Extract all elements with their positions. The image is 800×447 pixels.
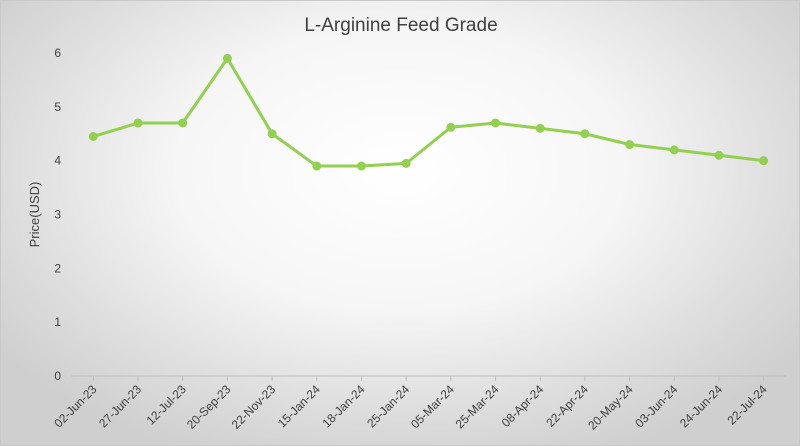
x-tick-label: 24-Jun-24 bbox=[677, 382, 725, 430]
x-tick-label: 15-Jan-24 bbox=[275, 382, 323, 430]
y-axis-title: Price(USD) bbox=[27, 182, 42, 248]
y-tick-label: 6 bbox=[54, 46, 61, 60]
x-tick-label: 20-Sep-23 bbox=[184, 382, 234, 432]
x-tick-label: 12-Jul-23 bbox=[144, 382, 190, 428]
chart-title: L-Arginine Feed Grade bbox=[304, 15, 498, 36]
data-point bbox=[133, 118, 143, 128]
data-point bbox=[446, 122, 456, 132]
y-tick-label: 5 bbox=[54, 100, 61, 114]
data-point bbox=[535, 123, 545, 133]
data-point bbox=[759, 156, 769, 166]
x-tick-label: 25-Jan-24 bbox=[364, 382, 412, 430]
x-tick-label: 25-Mar-24 bbox=[453, 382, 502, 431]
data-point bbox=[714, 150, 724, 160]
x-tick-label: 18-Jan-24 bbox=[319, 382, 367, 430]
x-tick-label: 22-Jul-24 bbox=[725, 382, 771, 428]
x-tick-label: 20-May-24 bbox=[585, 382, 636, 433]
data-point bbox=[312, 161, 322, 171]
y-tick-label: 4 bbox=[54, 154, 61, 168]
data-point bbox=[401, 158, 411, 168]
series-line bbox=[92, 56, 764, 168]
x-tick-label: 27-Jun-23 bbox=[96, 382, 144, 430]
x-tick-label: 03-Jun-24 bbox=[632, 382, 680, 430]
data-point bbox=[178, 118, 188, 128]
y-tick-label: 2 bbox=[54, 261, 61, 275]
data-point bbox=[669, 145, 679, 155]
data-point bbox=[625, 140, 635, 150]
y-tick-label: 0 bbox=[54, 369, 61, 383]
y-tick-label: 1 bbox=[54, 315, 61, 329]
x-tick-label: 02-Jun-23 bbox=[51, 382, 99, 430]
data-point bbox=[491, 118, 501, 128]
data-point bbox=[267, 129, 277, 139]
y-tick-label: 3 bbox=[54, 208, 61, 222]
x-tick-label: 05-Mar-24 bbox=[408, 382, 457, 431]
x-tick-label: 22-Nov-23 bbox=[229, 382, 279, 432]
x-tick-label: 08-Apr-24 bbox=[499, 382, 547, 430]
data-point bbox=[356, 161, 366, 171]
data-point bbox=[88, 131, 98, 141]
data-point bbox=[580, 129, 590, 139]
data-point bbox=[222, 53, 232, 63]
